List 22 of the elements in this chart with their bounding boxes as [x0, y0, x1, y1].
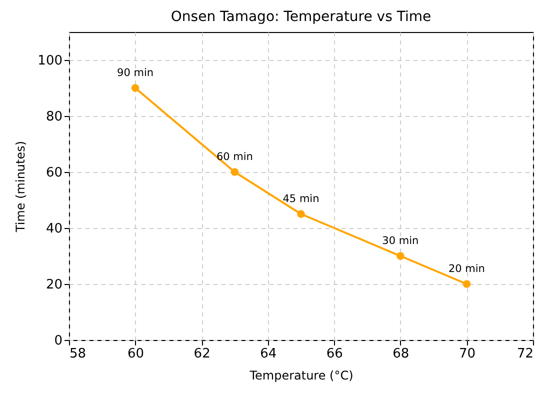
y-tick-label: 80 [46, 110, 62, 124]
y-tick-label: 40 [46, 222, 62, 236]
y-tick-label: 60 [46, 166, 62, 180]
y-tick-label: 0 [54, 334, 62, 348]
data-label: 30 min [382, 235, 419, 247]
x-tick-label: 70 [458, 346, 476, 362]
x-tick-label: 72 [516, 346, 534, 362]
x-tick-label: 66 [326, 346, 343, 362]
y-tick-label: 100 [38, 54, 62, 68]
y-tick-label: 20 [46, 278, 62, 292]
x-tick-label: 58 [70, 346, 86, 362]
x-tick-label: 64 [260, 346, 277, 362]
x-axis-title: Temperature (°C) [248, 368, 354, 382]
data-label: 45 min [282, 193, 320, 205]
x-tick-label: 60 [128, 346, 144, 362]
data-label: 90 min [117, 67, 154, 79]
x-tick-label: 68 [392, 346, 410, 362]
x-tick-label: 62 [194, 346, 210, 362]
data-label: 20 min [448, 263, 485, 275]
chart-title: Onsen Tamago: Temperature vs Time [170, 9, 432, 25]
data-label: 60 min [216, 151, 253, 163]
y-axis-title: Time (minutes) [14, 140, 28, 234]
